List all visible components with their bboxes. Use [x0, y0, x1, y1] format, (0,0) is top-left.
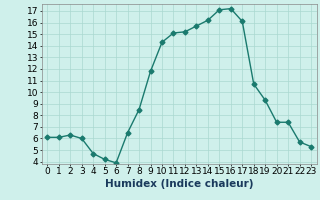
X-axis label: Humidex (Indice chaleur): Humidex (Indice chaleur)	[105, 179, 253, 189]
